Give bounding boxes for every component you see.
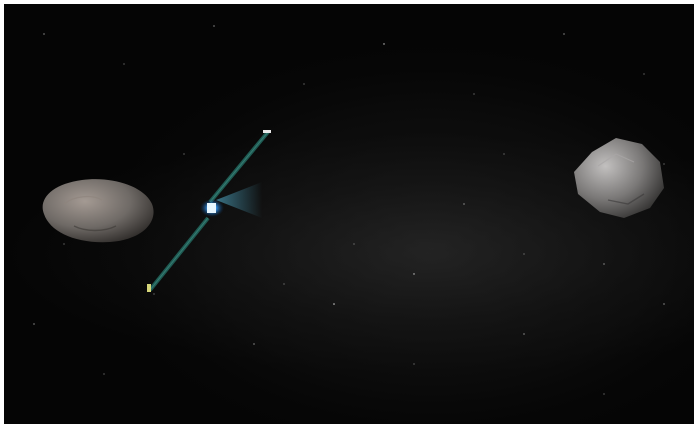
- engine-beam: [216, 182, 262, 218]
- star-field: [33, 25, 665, 395]
- space-scene: [4, 4, 694, 424]
- space-illustration: [4, 4, 694, 424]
- asteroid-left: [42, 179, 154, 243]
- spacecraft: [147, 130, 271, 292]
- asteroid-right: [574, 138, 664, 218]
